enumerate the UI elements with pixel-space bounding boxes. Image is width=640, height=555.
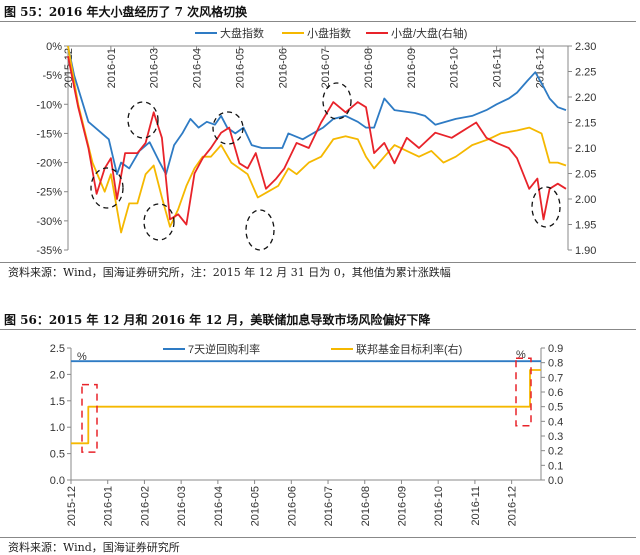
y-tick-label-right: 0.8	[548, 358, 563, 370]
legend-label-1: 小盘指数	[307, 26, 351, 40]
x-tick-label: 2016-10	[449, 48, 461, 88]
legend-label-2: 小盘/大盘(右轴)	[391, 26, 467, 40]
x-tick-label: 2016-11	[492, 48, 504, 88]
y-tick-label-left: -20%	[36, 158, 62, 170]
x-tick-label: 2016-08	[360, 486, 372, 526]
highlight-box	[515, 357, 532, 427]
divider	[0, 21, 636, 22]
y-tick-label-right: 0.1	[548, 460, 563, 472]
series-line-2	[67, 56, 567, 226]
y-tick-label-right: 2.20	[575, 92, 596, 104]
x-tick-label: 2016-04	[192, 48, 204, 88]
series-line-1	[71, 369, 541, 445]
y-tick-label-left: -10%	[36, 99, 62, 111]
y-tick-label-right: 1.90	[575, 245, 596, 257]
chart-style-switch: 0% -5% -10% -15% -20% -25% -30% -35% 2.30 2.25 2.2…	[36, 26, 596, 257]
y-tick-label-left: -15%	[36, 128, 62, 140]
highlight-box	[81, 383, 98, 453]
y-tick-label-right: 2.10	[575, 143, 596, 155]
y-tick-label-right: 0.2	[548, 446, 563, 458]
y-tick-label-right: 1.95	[575, 220, 596, 232]
highlight-circle	[245, 209, 275, 251]
y-tick-label-right: 2.15	[575, 118, 596, 130]
x-tick-label: 2015-12	[66, 486, 78, 526]
y-tick-label-right: 2.25	[575, 67, 596, 79]
x-tick-label: 2016-12	[534, 48, 546, 88]
y-tick-label-right: 2.30	[575, 41, 596, 53]
x-tick-label: 2016-07	[323, 486, 335, 526]
x-tick-label: 2016-07	[320, 48, 332, 88]
x-tick-label: 2016-09	[406, 48, 418, 88]
figure56-title: 图 56：2015 年 12 月和 2016 年 12 月，美联储加息导致市场风…	[4, 313, 431, 327]
y-tick-label-left: 1.0	[50, 422, 65, 434]
x-tick-label: 2016-05	[250, 486, 262, 526]
x-tick-label: 2016-06	[286, 486, 298, 526]
unit-right: %	[516, 349, 526, 361]
divider	[0, 262, 636, 263]
highlight-circle	[127, 101, 159, 139]
y-tick-label-left: 2.0	[50, 369, 65, 381]
highlight-circle	[143, 203, 175, 241]
x-tick-label: 2016-11	[470, 486, 482, 526]
figure56-source: 资料来源：Wind，国海证券研究所	[8, 541, 180, 554]
x-tick-label: 2016-01	[103, 486, 115, 526]
series-line-0	[67, 45, 567, 176]
x-tick-label: 2016-03	[176, 486, 188, 526]
y-tick-label-left: 2.5	[50, 343, 65, 355]
y-tick-label-left: -30%	[36, 216, 62, 228]
y-tick-label-right: 0.7	[548, 372, 563, 384]
figure55-title: 图 55：2016 年大小盘经历了 7 次风格切换	[4, 5, 248, 19]
x-tick-label: 2016-08	[363, 48, 375, 88]
x-tick-label: 2016-03	[149, 48, 161, 88]
legend-label-0: 7天逆回购利率	[188, 342, 260, 356]
x-tick-label: 2016-05	[234, 48, 246, 88]
chart-fed-rates: 2.5 2.0 1.5 1.0 0.5 0.0 0.9 0.8 0.7 0.6 0.5 0.4 0.3 0…	[50, 342, 564, 526]
x-tick-label: 2016-12	[507, 486, 519, 526]
highlight-circle	[322, 82, 352, 120]
y-tick-label-right: 0.5	[548, 402, 563, 414]
highlight-circle	[90, 167, 124, 209]
y-tick-label-right: 0.4	[548, 416, 563, 428]
y-tick-label-right: 0.6	[548, 387, 563, 399]
divider	[0, 329, 636, 330]
highlight-circle	[531, 186, 561, 228]
legend-label-1: 联邦基金目标利率(右)	[356, 342, 462, 356]
y-tick-label-left: 0%	[46, 41, 62, 53]
y-tick-label-right: 0.3	[548, 431, 563, 443]
unit-left: %	[77, 351, 87, 363]
y-tick-label-right: 0.0	[548, 475, 563, 487]
legend-label-0: 大盘指数	[220, 26, 264, 40]
x-tick-label: 2016-04	[213, 486, 225, 526]
y-tick-label-left: -25%	[36, 187, 62, 199]
divider	[0, 537, 636, 538]
y-tick-label-left: 1.5	[50, 396, 65, 408]
y-tick-label-right: 0.9	[548, 343, 563, 355]
x-tick-label: 2016-01	[106, 48, 118, 88]
x-tick-label: 2016-06	[277, 48, 289, 88]
y-tick-label-left: -5%	[42, 70, 62, 82]
series-line-1	[67, 45, 567, 234]
x-tick-label: 2016-02	[139, 486, 151, 526]
x-tick-label: 2016-09	[396, 486, 408, 526]
x-tick-label: 2016-10	[433, 486, 445, 526]
figure55-source: 资料来源：Wind，国海证券研究所，注：2015 年 12 月 31 日为 0，…	[8, 266, 451, 279]
y-tick-label-left: -35%	[36, 245, 62, 257]
y-tick-label-right: 2.05	[575, 169, 596, 181]
y-tick-label-left: 0.5	[50, 449, 65, 461]
highlight-circle	[212, 111, 244, 145]
y-tick-label-left: 0.0	[50, 475, 65, 487]
y-tick-label-right: 2.00	[575, 194, 596, 206]
